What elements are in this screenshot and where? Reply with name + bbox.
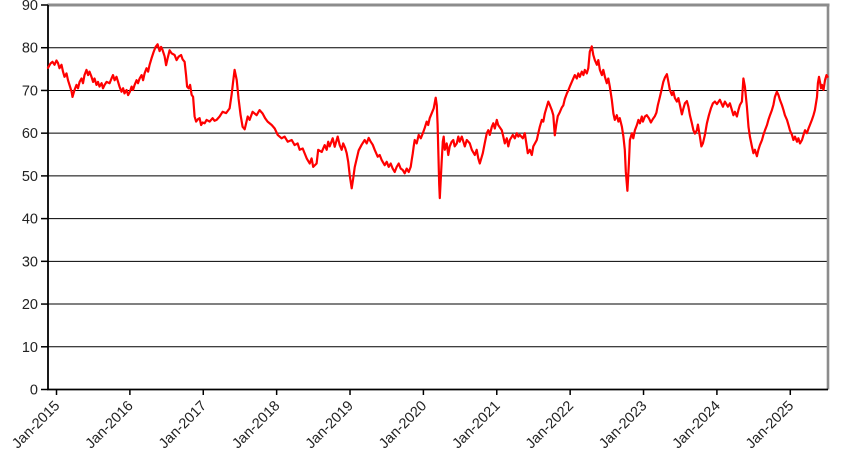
horizontal-gridlines bbox=[48, 47, 828, 348]
x-tick-label-Jan-2018: Jan-2018 bbox=[229, 398, 283, 452]
y-tick-label-10: 10 bbox=[22, 340, 38, 356]
x-tick-label-Jan-2025: Jan-2025 bbox=[743, 398, 797, 452]
x-axis-tick-marks bbox=[55, 389, 792, 395]
x-tick-label-Jan-2017: Jan-2017 bbox=[156, 398, 210, 452]
data-series-line bbox=[46, 43, 829, 200]
x-tick-label-Jan-2024: Jan-2024 bbox=[670, 398, 724, 452]
y-tick-label-40: 40 bbox=[22, 212, 38, 228]
x-tick-label-Jan-2021: Jan-2021 bbox=[450, 398, 504, 452]
x-axis-tick-labels: Jan-2015 Jan-2016 Jan-2017 Jan-2018 Jan-2019… bbox=[9, 398, 797, 452]
y-tick-label-90: 90 bbox=[22, 0, 38, 14]
y-tick-label-60: 60 bbox=[22, 126, 38, 142]
x-tick-label-Jan-2023: Jan-2023 bbox=[596, 398, 650, 452]
series-line-0 bbox=[46, 43, 829, 200]
x-tick-label-Jan-2015: Jan-2015 bbox=[9, 398, 63, 452]
plot-frame-borders bbox=[47, 3, 830, 391]
y-tick-label-80: 80 bbox=[22, 41, 38, 57]
y-tick-label-30: 30 bbox=[22, 254, 38, 270]
x-tick-label-Jan-2016: Jan-2016 bbox=[83, 398, 137, 452]
y-tick-label-20: 20 bbox=[22, 297, 38, 313]
y-axis-tick-labels: 0 10 20 30 40 50 60 70 80 90 bbox=[22, 0, 38, 399]
x-tick-label-Jan-2019: Jan-2019 bbox=[303, 398, 357, 452]
y-tick-label-70: 70 bbox=[22, 83, 38, 99]
x-tick-label-Jan-2022: Jan-2022 bbox=[523, 398, 577, 452]
y-axis-tick-marks bbox=[41, 4, 48, 391]
y-tick-label-0: 0 bbox=[30, 383, 38, 399]
y-tick-label-50: 50 bbox=[22, 169, 38, 185]
x-tick-label-Jan-2020: Jan-2020 bbox=[376, 398, 430, 452]
